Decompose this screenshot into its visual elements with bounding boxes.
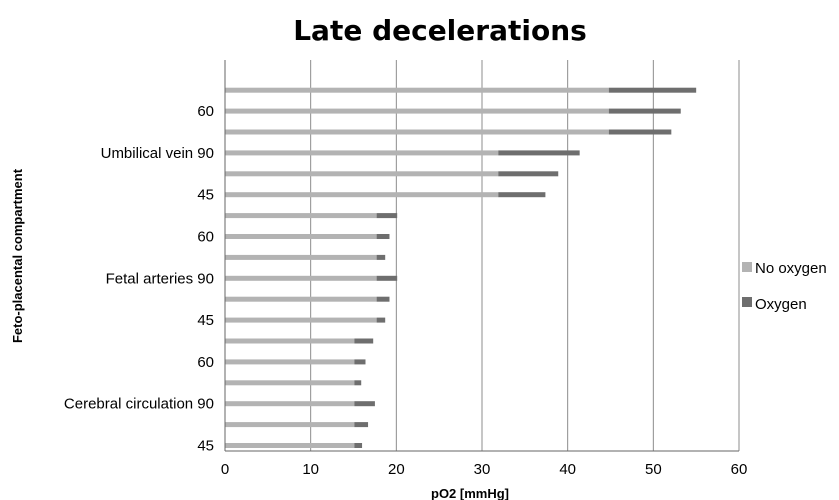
bar-no-oxygen: [225, 254, 377, 260]
bar-oxygen: [354, 443, 363, 448]
bar-no-oxygen: [225, 171, 499, 177]
x-tick-label: 20: [388, 461, 405, 478]
legend-swatch-oxygen: [742, 297, 752, 307]
bar-no-oxygen: [225, 317, 377, 323]
x-tick-label: 0: [221, 461, 229, 478]
x-tick-label: 60: [731, 461, 748, 478]
bar-oxygen: [376, 254, 386, 260]
bar-oxygen: [608, 129, 672, 135]
bar-no-oxygen: [225, 359, 355, 365]
y-tick-labels: 60 Umbilical vein 90 45 60 Fetal arteries 90…: [64, 103, 214, 454]
bar-no-oxygen: [225, 296, 377, 302]
y-tick-label: Fetal arteries 90: [106, 270, 214, 287]
bar-oxygen: [608, 87, 697, 93]
legend-label-oxygen: Oxygen: [755, 296, 807, 313]
y-tick-label: 45: [197, 187, 214, 204]
bar-oxygen: [354, 380, 362, 386]
chart-title: Late decelerations: [293, 14, 587, 47]
bar-oxygen: [376, 317, 386, 323]
bar-no-oxygen: [225, 275, 377, 281]
y-tick-label: 60: [197, 354, 214, 371]
bar-oxygen: [354, 401, 375, 407]
y-tick-label: 45: [197, 438, 214, 455]
legend-label-no-oxygen: No oxygen: [755, 260, 827, 277]
y-tick-label: 60: [197, 103, 214, 120]
legend: No oxygen Oxygen: [742, 260, 827, 313]
bar-no-oxygen: [225, 422, 355, 428]
bar-no-oxygen: [225, 401, 355, 407]
bar-oxygen: [498, 171, 559, 177]
y-axis-title: Feto-placental compartment: [10, 168, 25, 343]
bar-no-oxygen: [225, 87, 609, 93]
bar-no-oxygen: [225, 338, 355, 344]
bar-oxygen: [354, 338, 374, 344]
x-tick-label: 40: [559, 461, 576, 478]
y-tick-label: Cerebral circulation 90: [64, 396, 214, 413]
bar-no-oxygen: [225, 213, 377, 219]
bar-no-oxygen: [225, 129, 609, 135]
bar-no-oxygen: [225, 443, 355, 448]
bar-oxygen: [376, 275, 398, 281]
bar-no-oxygen: [225, 380, 355, 386]
bar-oxygen: [498, 192, 546, 198]
x-tick-label: 30: [474, 461, 491, 478]
bars: [225, 87, 697, 448]
bar-oxygen: [376, 296, 390, 302]
bar-oxygen: [354, 359, 366, 365]
y-tick-label: 45: [197, 312, 214, 329]
x-tick-labels: 0 10 20 30 40 50 60: [221, 461, 748, 478]
bar-oxygen: [354, 422, 369, 428]
bar-oxygen: [498, 150, 580, 156]
y-tick-label: 60: [197, 229, 214, 246]
bar-oxygen: [376, 234, 390, 239]
x-tick-label: 10: [302, 461, 319, 478]
bar-oxygen: [376, 213, 398, 219]
bar-no-oxygen: [225, 192, 499, 198]
legend-swatch-no-oxygen: [742, 262, 752, 272]
bar-no-oxygen: [225, 234, 377, 239]
gridlines: [310, 60, 740, 451]
bar-oxygen: [608, 108, 681, 114]
x-axis-title: pO2 [mmHg]: [431, 486, 509, 500]
y-tick-label: Umbilical vein 90: [101, 145, 214, 162]
x-tick-label: 50: [645, 461, 662, 478]
bar-no-oxygen: [225, 150, 499, 156]
bar-no-oxygen: [225, 108, 609, 114]
